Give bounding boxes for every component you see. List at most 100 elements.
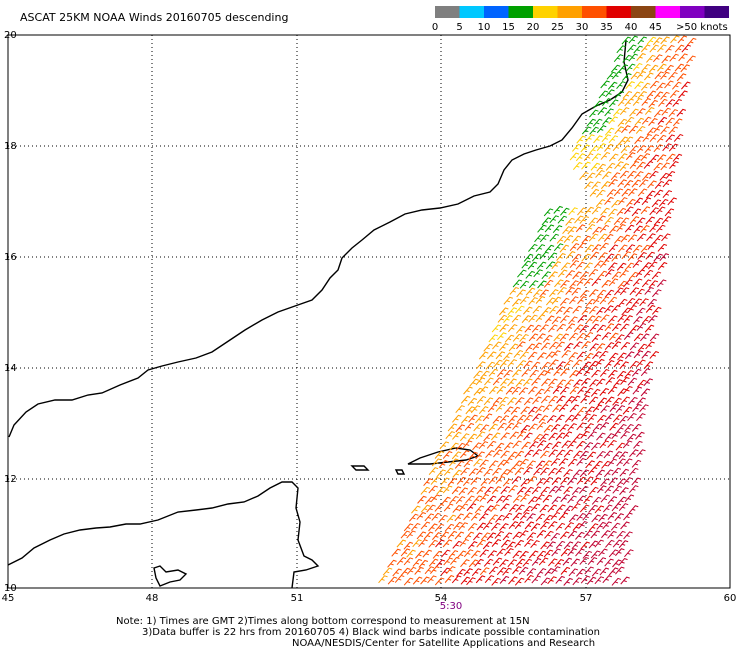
wind-barb: [569, 280, 579, 289]
wind-barb: [591, 181, 601, 190]
wind-barb: [623, 315, 633, 324]
wind-barb: [572, 577, 582, 586]
wind-barb: [597, 397, 608, 406]
wind-barb: [632, 244, 643, 253]
wind-barb: [627, 170, 637, 179]
wind-barb: [644, 145, 654, 154]
wind-barb: [526, 513, 536, 522]
wind-barb: [577, 386, 587, 395]
wind-barb: [459, 450, 470, 459]
wind-barb: [609, 422, 619, 431]
wind-barb: [561, 350, 571, 358]
wind-barb: [601, 98, 612, 106]
wind-barb: [619, 163, 630, 172]
wind-barb: [438, 514, 448, 523]
wind-barb: [635, 269, 646, 278]
wind-barb: [651, 199, 662, 208]
wind-barb: [560, 548, 571, 557]
wind-barb: [589, 109, 599, 118]
wind-barb: [584, 423, 594, 431]
wind-barb: [535, 244, 546, 253]
wind-barb: [604, 143, 614, 152]
wind-barb: [476, 539, 486, 548]
wind-barb: [657, 63, 667, 72]
wind-barb: [634, 117, 645, 126]
wind-barb: [662, 179, 673, 188]
wind-barb: [589, 145, 599, 154]
wind-barb: [619, 361, 629, 370]
wind-barb: [553, 205, 563, 214]
lon-label: 48: [146, 593, 159, 604]
wind-barb: [528, 297, 538, 305]
wind-barb: [656, 82, 666, 91]
wind-barb: [440, 477, 450, 486]
wind-barb: [573, 433, 583, 442]
wind-barb: [637, 251, 647, 260]
wind-barb: [496, 386, 507, 394]
wind-barb: [669, 53, 679, 62]
wind-barb: [657, 116, 668, 125]
wind-barb: [594, 260, 604, 269]
wind-barb: [502, 512, 513, 521]
lon-label: 45: [2, 593, 15, 604]
wind-barb: [508, 485, 518, 493]
wind-barb: [447, 478, 458, 486]
wind-barb: [515, 504, 525, 513]
wind-barb: [629, 485, 639, 494]
wind-barb: [488, 514, 499, 523]
wind-barb: [509, 286, 519, 295]
wind-barb: [639, 298, 649, 307]
wind-barb: [621, 188, 631, 197]
wind-barb: [551, 261, 561, 270]
wind-barb: [625, 81, 635, 90]
wind-barb: [468, 414, 478, 423]
wind-barb: [603, 450, 614, 459]
wind-barb: [396, 557, 407, 565]
wind-barb: [563, 342, 574, 351]
wind-barb: [533, 269, 543, 278]
wind-barb: [512, 333, 523, 342]
wind-barb: [608, 153, 619, 162]
wind-barb: [556, 504, 566, 513]
wind-barb: [581, 235, 591, 244]
wind-barb: [499, 359, 510, 368]
wind-barb: [586, 118, 596, 127]
wind-barb: [524, 574, 534, 583]
wind-barb: [496, 369, 507, 377]
wind-barb: [520, 406, 530, 415]
wind-barb: [595, 169, 605, 178]
wind-barb: [535, 405, 545, 414]
wind-barb: [507, 307, 518, 316]
wind-barb: [548, 485, 559, 494]
legend-swatch: [582, 6, 607, 18]
wind-barb: [638, 179, 649, 188]
wind-barb: [523, 253, 534, 262]
wind-barb: [611, 431, 621, 440]
wind-barb: [456, 550, 467, 559]
wind-barb: [634, 171, 644, 179]
wind-barb: [549, 215, 559, 224]
wind-barb: [636, 413, 646, 421]
wind-barb: [474, 558, 484, 567]
wind-barb: [628, 467, 639, 476]
wind-barb: [569, 260, 580, 269]
wind-barb: [641, 172, 652, 181]
wind-barb: [509, 431, 519, 440]
wind-barb: [543, 514, 553, 523]
wind-barb: [503, 296, 513, 305]
wind-barb: [563, 235, 574, 243]
wind-barb: [665, 134, 676, 143]
wind-barb: [530, 523, 541, 532]
wind-barb: [547, 576, 557, 585]
wind-barb: [584, 566, 594, 575]
wind-barb: [460, 576, 471, 585]
wind-barb: [592, 118, 603, 127]
wind-barb: [445, 431, 455, 440]
wind-barb: [630, 71, 641, 80]
wind-barb: [559, 386, 570, 395]
wind-barb: [590, 442, 601, 451]
wind-barb: [599, 422, 610, 430]
longitude-labels: 45 48 51 54 57 60: [2, 593, 737, 604]
legend-swatch: [484, 6, 509, 18]
wind-barb: [636, 322, 647, 331]
